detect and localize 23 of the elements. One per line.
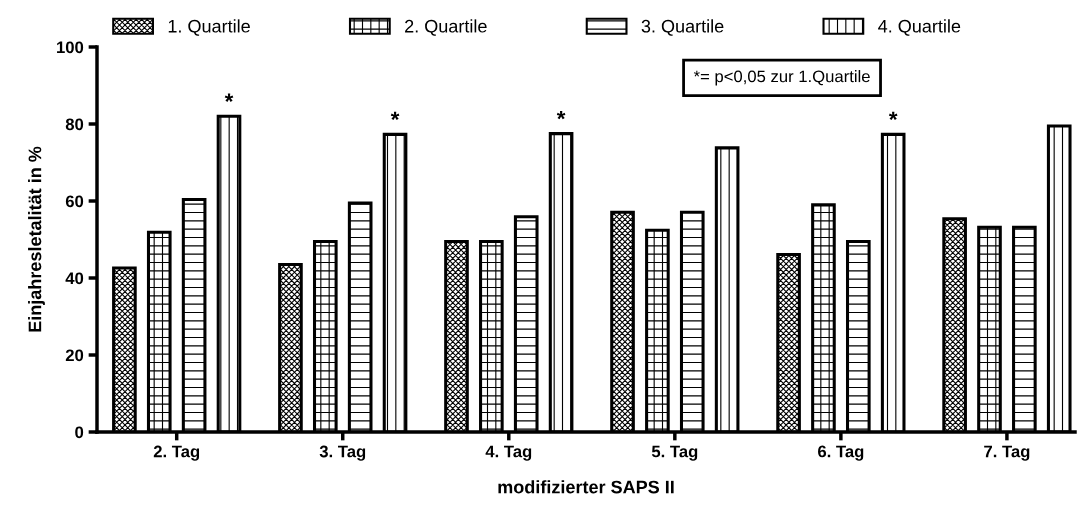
y-tick-label: 40 <box>65 272 84 285</box>
y-tick-label: 60 <box>65 195 84 208</box>
y-tick-label: 0 <box>75 426 84 439</box>
data-label: * <box>390 111 400 120</box>
data-label: * <box>556 110 566 120</box>
x-axis-title: modifizierter SAPS II <box>498 480 674 494</box>
legend-label: 2. Quartile <box>405 19 487 36</box>
legend-label: 3. Quartile <box>641 19 724 36</box>
legend-label: 1. Quartile <box>168 19 250 36</box>
x-tick-label: 4. Tag <box>485 445 532 461</box>
x-tick-label: 6. Tag <box>818 445 864 461</box>
x-tick-label: 2. Tag <box>153 445 200 461</box>
y-tick-label: 20 <box>65 349 84 362</box>
y-axis-title: Einjahresletalität in % <box>28 146 45 332</box>
x-tick-label: 3. Tag <box>319 445 366 461</box>
data-label: * <box>224 93 234 102</box>
annotation: *= p<0,05 zur 1.Quartile <box>693 70 870 86</box>
legend-label: 4. Quartile <box>878 19 961 36</box>
data-label: * <box>888 111 898 120</box>
y-tick-label: 80 <box>65 118 84 131</box>
x-tick-label: 5. Tag <box>651 445 698 461</box>
y-tick-label: 100 <box>57 41 84 54</box>
x-tick-label: 7. Tag <box>984 445 1030 461</box>
